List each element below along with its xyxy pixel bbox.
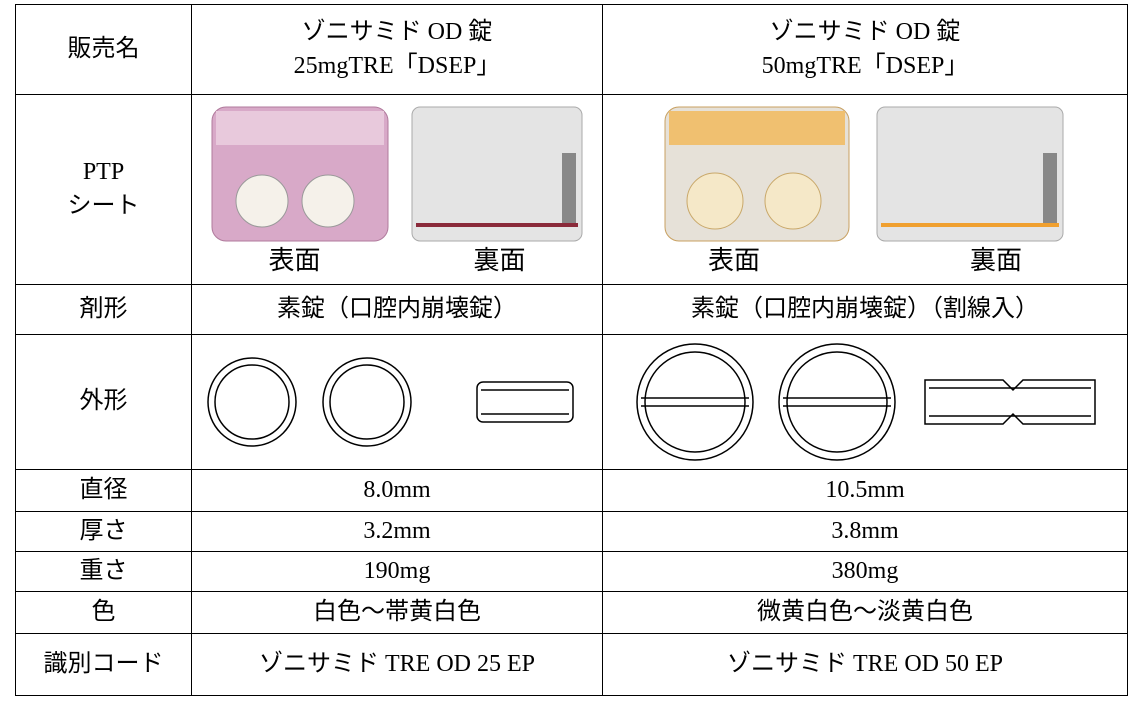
cell: 3.8mm (602, 511, 1128, 552)
line: 50mgTRE「DSEP」 (761, 52, 969, 79)
row-shape: 外形 (15, 334, 1128, 470)
row-spec: 厚さ 3.2mm 3.8mm (15, 511, 1128, 552)
captions: 表面 裏面 (603, 245, 1127, 276)
product-table: 販売名 ゾニサミド OD 錠 25mgTRE「DSEP」 ゾニサミド OD 錠 50… (15, 4, 1128, 696)
cell: 190mg (191, 551, 603, 592)
cell: ゾニサミド OD 錠 25mgTRE「DSEP」 (191, 4, 603, 95)
cell: 380mg (602, 551, 1128, 592)
cell: ゾニサミド TRE OD 50 EP (602, 633, 1128, 696)
captions: 表面 裏面 (192, 245, 602, 276)
cell: ゾニサミド OD 錠 50mgTRE「DSEP」 (602, 4, 1128, 95)
caption: 裏面 (969, 245, 1022, 275)
cell: 表面 裏面 (602, 94, 1128, 285)
row-label: 直径 (15, 469, 192, 512)
line: 25mgTRE「DSEP」 (293, 52, 501, 79)
cell (191, 334, 603, 470)
cell: 素錠（口腔内崩壊錠）（割線入） (602, 284, 1128, 335)
caption: 裏面 (473, 245, 526, 275)
cell: 10.5mm (602, 469, 1128, 512)
ptp-images (211, 106, 583, 242)
ptp-images (664, 106, 1064, 242)
cell: 微黄白色～淡黄白色 (602, 591, 1128, 634)
row-spec: 識別コード ゾニサミド TRE OD 25 EP ゾニサミド TRE OD 50 E… (15, 633, 1128, 696)
cell: 白色～帯黄白色 (191, 591, 603, 634)
row-spec: 色白色～帯黄白色 微黄白色～淡黄白色 (15, 591, 1128, 634)
row-form: 剤形 素錠（口腔内崩壊錠） 素錠（口腔内崩壊錠）（割線入） (15, 284, 1128, 335)
cell (602, 334, 1128, 470)
row-ptp: PTP シート 表面 裏面 表面 裏面 (15, 94, 1128, 285)
line: シート (67, 192, 140, 219)
cell: ゾニサミド TRE OD 25 EP (191, 633, 603, 696)
row-label: PTP シート (15, 94, 192, 285)
line: ゾニサミド OD 錠 (769, 18, 961, 45)
row-label: 剤形 (15, 284, 192, 335)
cell: 素錠（口腔内崩壊錠） (191, 284, 603, 335)
row-label: 厚さ (15, 511, 192, 552)
line: ゾニサミド OD 錠 (301, 18, 493, 45)
row-spec: 直径 8.0mm 10.5mm (15, 469, 1128, 512)
row-label: 重さ (15, 551, 192, 592)
tablet-outline (636, 343, 1096, 461)
caption: 表面 (268, 245, 321, 275)
row-label: 識別コード (15, 633, 192, 696)
cell: 3.2mm (191, 511, 603, 552)
tablet-outline (207, 357, 574, 447)
row-spec: 重さ 190mg 380mg (15, 551, 1128, 592)
line: PTP (82, 158, 125, 185)
cell: 8.0mm (191, 469, 603, 512)
row-name: 販売名 ゾニサミド OD 錠 25mgTRE「DSEP」 ゾニサミド OD 錠 50… (15, 4, 1128, 95)
row-label: 販売名 (15, 4, 192, 95)
cell: 表面 裏面 (191, 94, 603, 285)
row-label: 外形 (15, 334, 192, 470)
caption: 表面 (707, 245, 760, 275)
row-label: 色 (15, 591, 192, 634)
